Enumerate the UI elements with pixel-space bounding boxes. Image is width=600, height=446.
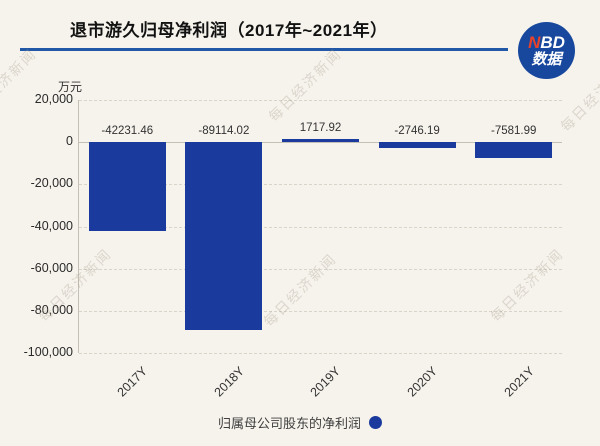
y-axis-tick-label: -80,000 xyxy=(30,302,73,317)
bar-2018Y xyxy=(185,142,263,331)
watermark: 每日经济新闻 xyxy=(487,245,567,325)
chart-title: 退市游久归母净利润（2017年~2021年） xyxy=(70,21,388,40)
nbd-logo-text: NBD xyxy=(528,32,565,52)
y-axis-tick-label: -60,000 xyxy=(30,260,73,275)
y-axis-tick-label: -40,000 xyxy=(30,218,73,233)
gridline xyxy=(79,184,562,186)
x-axis-label: 2017Y xyxy=(114,364,151,400)
legend-label: 归属母公司股东的净利润 xyxy=(217,416,361,431)
y-axis-tick-label: -100,000 xyxy=(23,345,73,359)
y-axis-tick-label: -20,000 xyxy=(30,176,73,191)
zero-axis-line xyxy=(79,142,562,144)
y-axis-unit-label: 万元 xyxy=(57,80,82,94)
x-axis-label: 2019Y xyxy=(307,364,344,400)
gridline xyxy=(79,268,562,270)
title-underline xyxy=(20,48,508,51)
legend: 归属母公司股东的净利润 xyxy=(0,413,600,432)
bar-value-label: -7581.99 xyxy=(490,125,537,138)
y-axis-tick-label: 20,000 xyxy=(34,92,73,106)
bar-value-label: -42231.46 xyxy=(101,125,154,138)
gridline xyxy=(79,353,562,354)
bar-2021Y xyxy=(475,142,553,159)
nbd-logo: NBD 数据 xyxy=(518,22,575,79)
y-axis-tick-label: 0 xyxy=(66,134,73,149)
nbd-logo-subtext: 数据 xyxy=(531,50,562,68)
gridline xyxy=(79,100,562,101)
x-axis-label: 2021Y xyxy=(501,364,537,400)
bar-2020Y xyxy=(378,142,456,148)
gridline xyxy=(79,226,562,228)
watermark: 每日经济新闻 xyxy=(35,245,115,325)
bar-value-label: 1717.92 xyxy=(299,121,342,134)
watermark: 每日经济新闻 xyxy=(265,45,345,125)
x-axis-label: 2020Y xyxy=(404,364,441,400)
y-axis-line xyxy=(78,100,79,353)
bar-2019Y xyxy=(282,138,359,143)
gridline xyxy=(79,310,562,312)
legend-marker-dot xyxy=(369,416,382,429)
x-axis-label: 2018Y xyxy=(211,364,247,400)
bar-value-label: -89114.02 xyxy=(198,125,250,138)
watermark: 每日经济新闻 xyxy=(260,250,340,330)
watermark: 每日经济新闻 xyxy=(0,45,40,125)
bar-2017Y xyxy=(88,142,166,232)
bar-value-label: -2746.19 xyxy=(394,125,440,138)
